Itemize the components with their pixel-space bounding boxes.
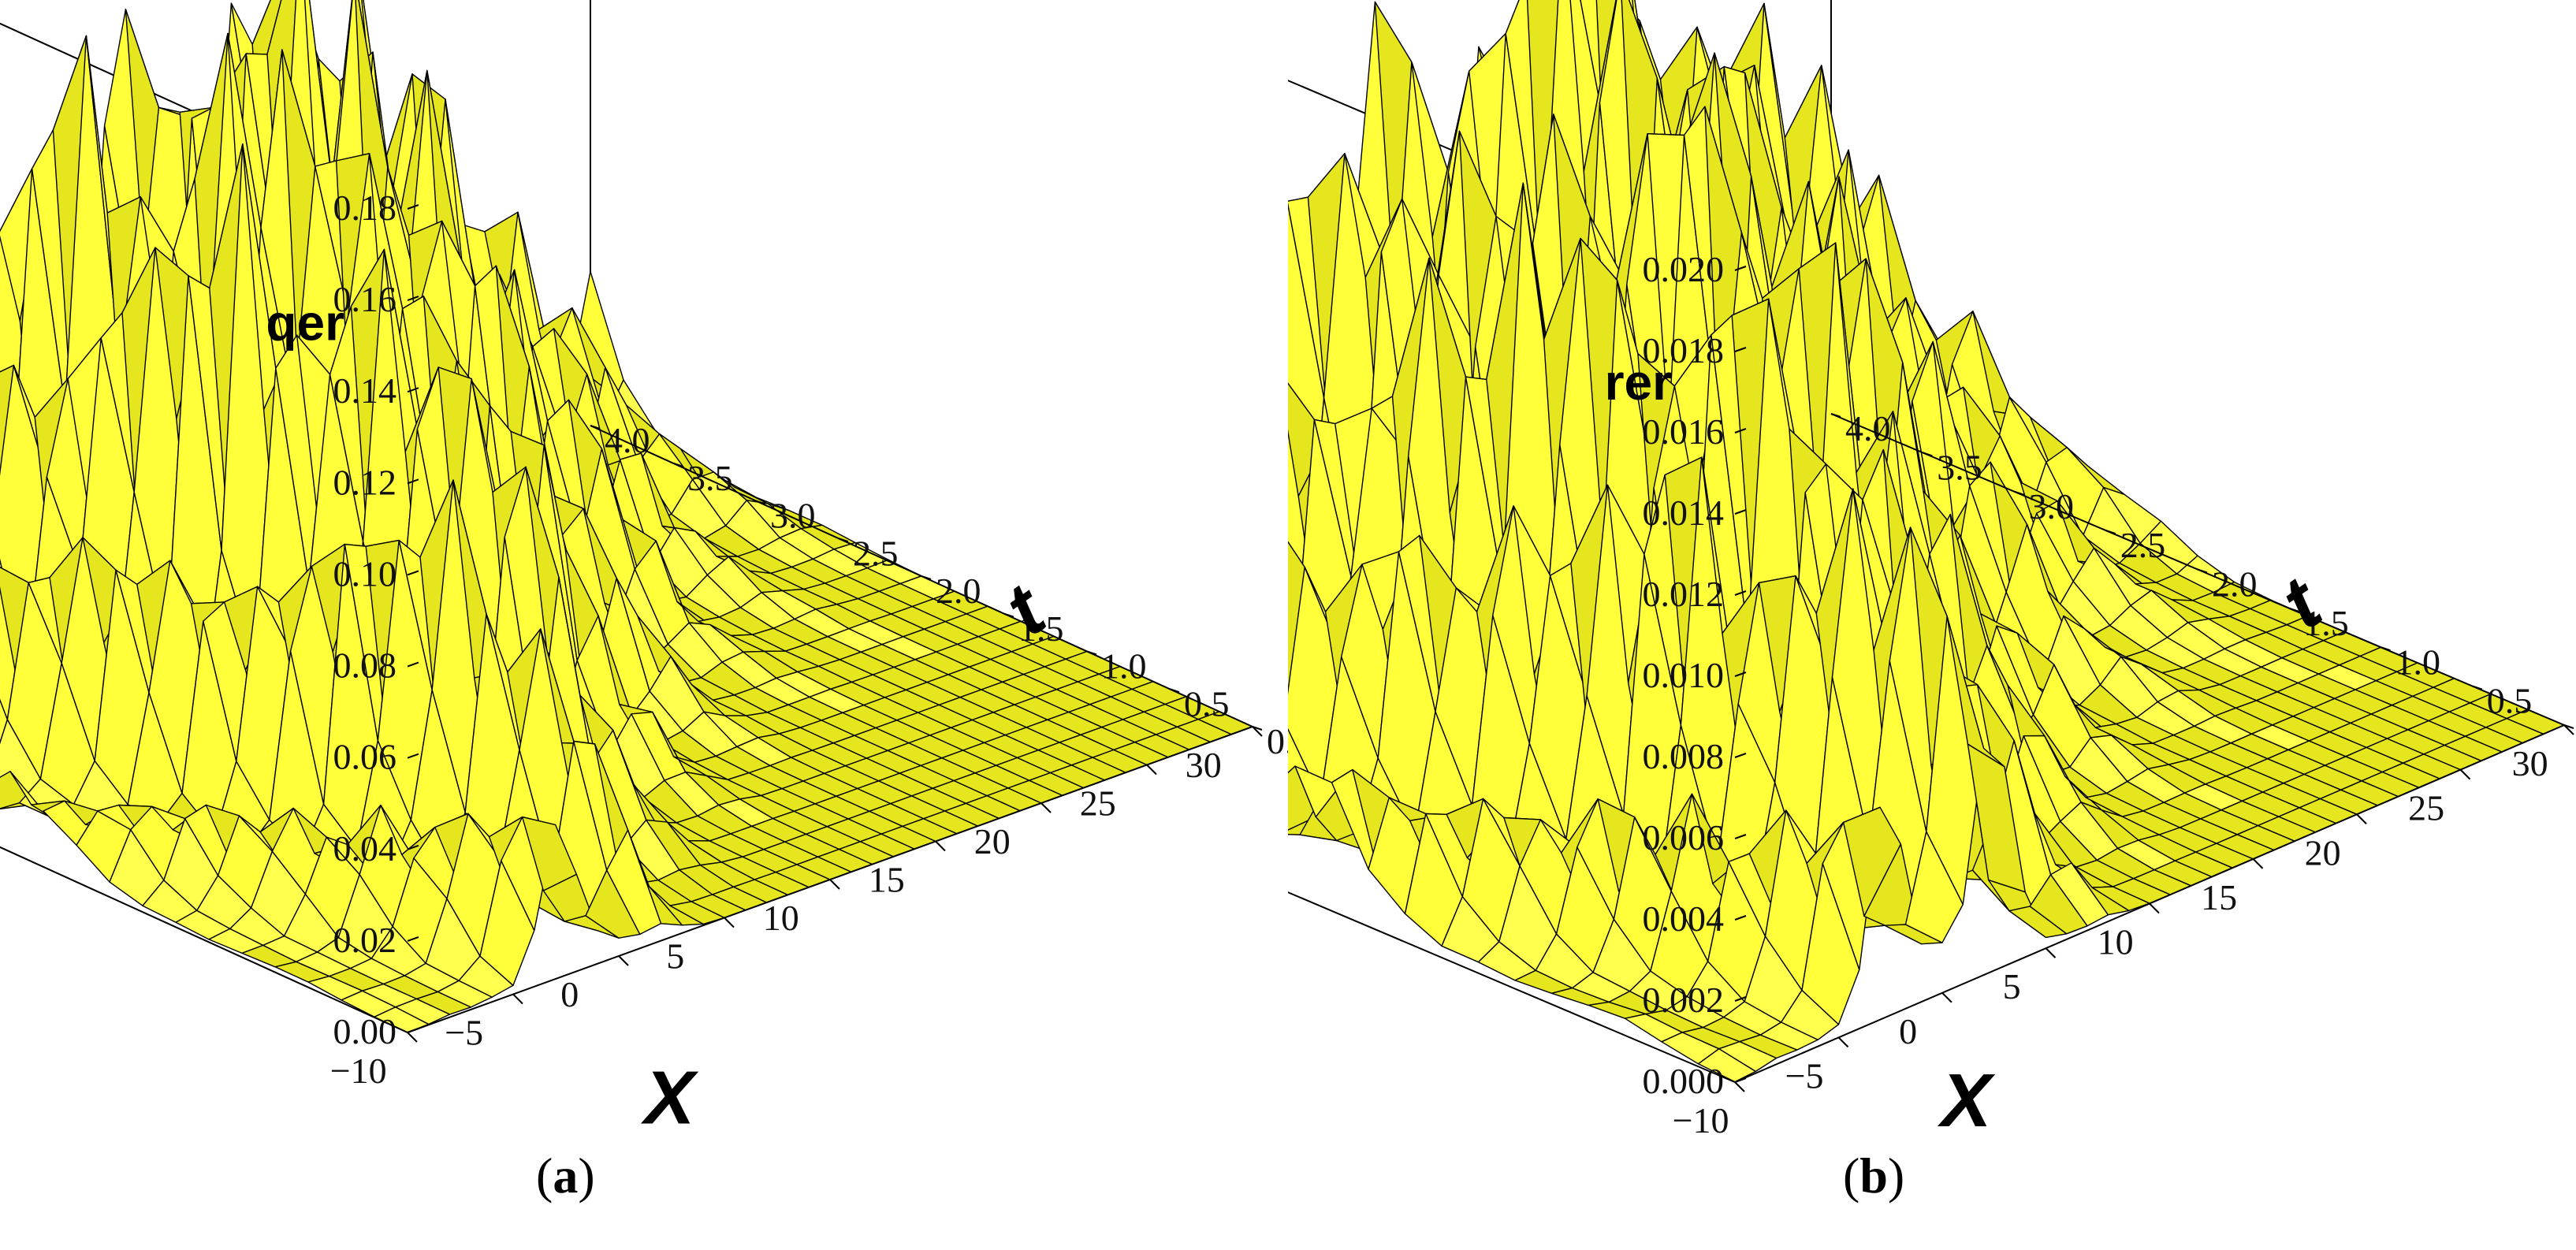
y-tick-label: 1.0 bbox=[1101, 646, 1147, 686]
surface-plot-a: 0.000.020.040.060.080.100.120.140.160.18… bbox=[0, 0, 1288, 1140]
x-tick-label: 5 bbox=[2003, 966, 2021, 1006]
x-tick-label: 30 bbox=[2512, 743, 2548, 783]
x-tick-label: 25 bbox=[2408, 788, 2444, 828]
x-axis-label: X bbox=[1937, 1058, 1995, 1143]
x-tick-label: −10 bbox=[330, 1051, 387, 1091]
z-tick-label: 0.06 bbox=[333, 737, 397, 777]
x-axis: −10 −5 0 5 10 15 20 25 30 bbox=[1673, 724, 2574, 1140]
z-tick-label: 0.018 bbox=[1643, 330, 1725, 370]
x-tick-label: −5 bbox=[1785, 1055, 1824, 1096]
y-tick-label: 0.0 bbox=[1267, 721, 1288, 761]
x-axis: −10 −5 0 5 10 15 20 25 30 bbox=[330, 726, 1263, 1091]
y-tick-label: 0.5 bbox=[2487, 681, 2533, 721]
z-tick-label: 0.08 bbox=[333, 645, 397, 686]
z-tick-label: 0.008 bbox=[1643, 736, 1725, 776]
y-tick-label: 2.0 bbox=[2212, 564, 2258, 605]
panel-caption-a: (a) bbox=[536, 1148, 595, 1203]
x-tick-label: 20 bbox=[2305, 832, 2341, 872]
x-axis-label: X bbox=[640, 1055, 698, 1140]
floor-edge bbox=[0, 425, 1255, 1034]
z-tick-label: 0.00 bbox=[333, 1011, 397, 1051]
y-tick-label: 3.0 bbox=[2029, 486, 2075, 526]
z-tick-label: 0.18 bbox=[333, 188, 397, 228]
z-tick-label: 0.010 bbox=[1643, 655, 1725, 695]
y-tick-label: 2.5 bbox=[2120, 525, 2166, 565]
y-tick-label: 1.0 bbox=[2395, 642, 2441, 682]
x-tick-label: 15 bbox=[2201, 877, 2237, 917]
x-tick-label: 15 bbox=[869, 860, 905, 900]
z-tick-label: 0.000 bbox=[1643, 1061, 1725, 1101]
x-tick-label: 20 bbox=[974, 821, 1011, 861]
chart-panel-b: 0.000 0.002 0.004 0.006 0.008 0.010 0.012 0.014… bbox=[1288, 0, 2576, 1250]
x-tick-label: 10 bbox=[763, 898, 799, 938]
z-tick-label: 0.014 bbox=[1643, 493, 1725, 533]
y-tick-label: 1.5 bbox=[2303, 603, 2349, 643]
z-tick-label: 0.006 bbox=[1643, 817, 1725, 858]
z-tick-label: 0.016 bbox=[1643, 411, 1725, 452]
z-tick-label: 0.002 bbox=[1643, 980, 1725, 1020]
y-tick-label: 4.0 bbox=[605, 420, 650, 460]
chart-panel-a: 0.00 0.02 0.04 0.06 0.08 0.10 0.12 0.14 0.16 0.18… bbox=[0, 0, 1288, 1203]
z-axis: 0.000 0.002 0.004 0.006 0.008 0.010 0.012 0.014… bbox=[1643, 249, 1747, 1101]
x-tick-label: 25 bbox=[1080, 783, 1116, 824]
z-tick-label: 0.012 bbox=[1643, 574, 1725, 614]
z-axis-label: rer bbox=[1605, 354, 1672, 411]
y-tick-label: 3.5 bbox=[1937, 447, 1982, 487]
z-tick-label: 0.14 bbox=[333, 370, 397, 411]
x-tick-label: 10 bbox=[2098, 922, 2134, 962]
y-axis: 0.0 0.5 1.0 1.5 2.0 2.5 3.0 3.5 4.0 bbox=[590, 420, 1288, 761]
x-tick-label: 0 bbox=[560, 974, 579, 1014]
y-tick-label: 3.5 bbox=[687, 458, 733, 498]
z-tick-label: 0.02 bbox=[333, 920, 397, 960]
z-tick-label: 0.020 bbox=[1643, 249, 1725, 289]
floor-edge bbox=[1288, 413, 2567, 1084]
z-tick-label: 0.12 bbox=[333, 462, 397, 502]
y-tick-label: 1.5 bbox=[1018, 608, 1064, 649]
y-tick-label: 0.5 bbox=[1184, 683, 1230, 724]
x-tick-label: −5 bbox=[445, 1013, 483, 1053]
z-tick-label: 0.10 bbox=[333, 553, 397, 593]
z-tick-label: 0.004 bbox=[1643, 898, 1725, 939]
y-tick-label: 2.5 bbox=[853, 533, 899, 573]
surface-mesh bbox=[0, 0, 1253, 1033]
z-tick-label: 0.04 bbox=[333, 828, 397, 869]
z-tick-label: 0.16 bbox=[333, 279, 397, 319]
x-tick-label: 5 bbox=[666, 936, 684, 977]
surface-mesh bbox=[1288, 0, 2565, 1083]
x-tick-label: 0 bbox=[1899, 1011, 1917, 1051]
z-axis-label: qer bbox=[266, 294, 344, 351]
panel-caption-b: (b) bbox=[1843, 1148, 1905, 1203]
x-tick-label: 30 bbox=[1186, 745, 1222, 785]
y-tick-label: 4.0 bbox=[1845, 408, 1891, 448]
y-axis: 0.00.51.01.52.02.53.03.54.0 bbox=[1830, 408, 2574, 729]
y-tick-label: 3.0 bbox=[770, 496, 816, 536]
surface-plot-b: 0.000 0.002 0.004 0.006 0.008 0.010 0.012 0.014… bbox=[1288, 0, 2574, 1143]
x-tick-label: −10 bbox=[1673, 1100, 1729, 1140]
y-tick-label: 2.0 bbox=[936, 571, 981, 611]
